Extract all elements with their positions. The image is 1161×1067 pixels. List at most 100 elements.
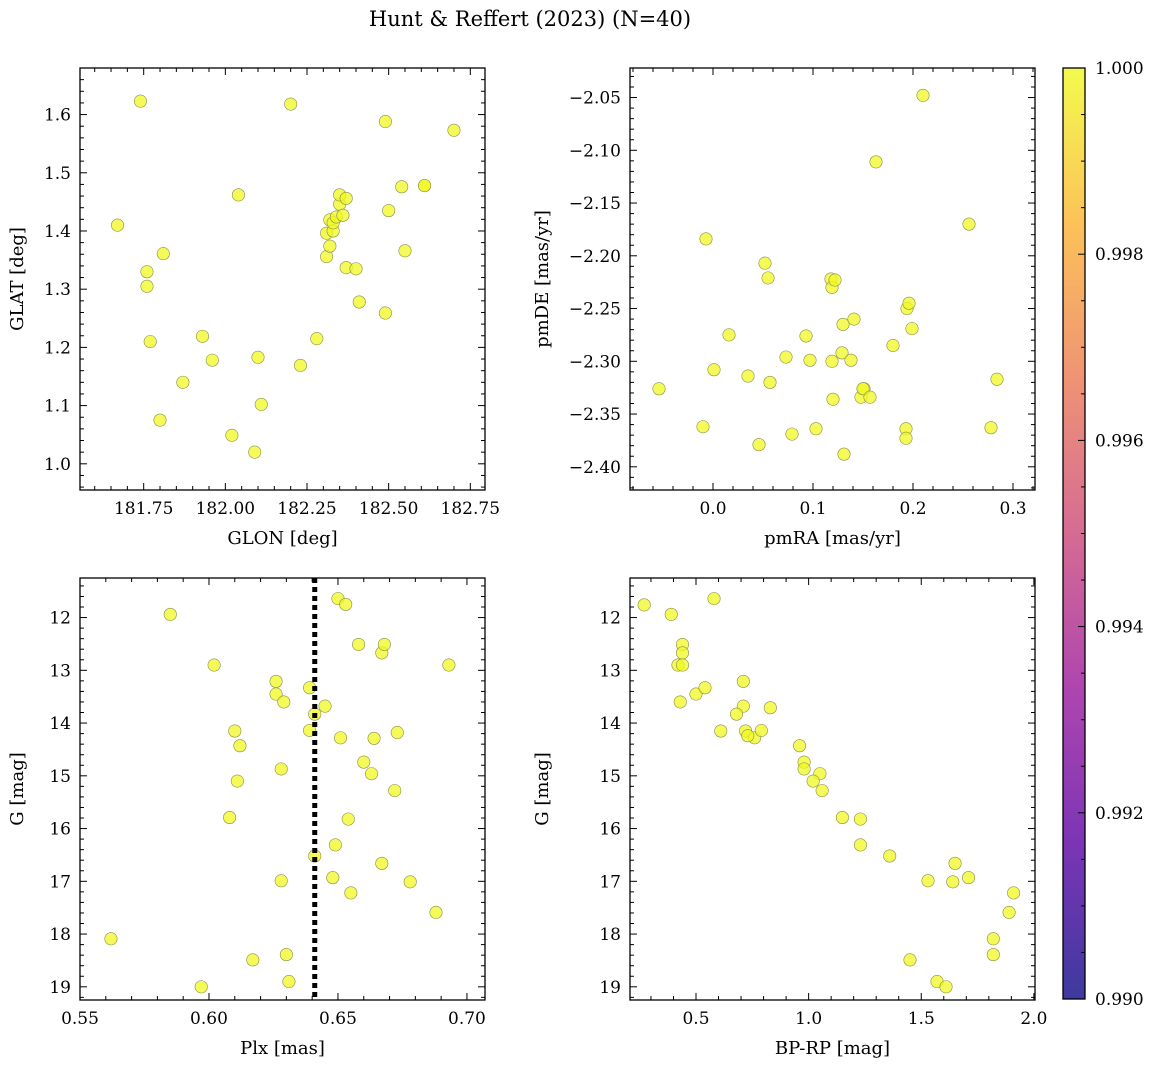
y-axis-label: G [mag] (532, 752, 553, 825)
data-point (902, 296, 916, 310)
y-tick-label: 15 (599, 767, 621, 787)
data-point (905, 322, 919, 336)
data-point (357, 755, 371, 769)
data-point (1002, 905, 1016, 919)
data-point (736, 674, 750, 688)
data-point (707, 363, 721, 377)
y-tick-label: 18 (49, 925, 71, 945)
y-tick-label: 17 (49, 872, 71, 892)
data-point (418, 179, 432, 193)
data-point (143, 335, 157, 349)
data-point (948, 856, 962, 870)
y-tick-label: 1.3 (44, 280, 71, 300)
data-point (246, 953, 260, 967)
y-tick-label: −2.40 (569, 458, 621, 478)
x-tick-label: 0.70 (448, 1009, 486, 1029)
x-tick-label: 182.00 (196, 499, 255, 519)
data-point (803, 353, 817, 367)
data-point (903, 953, 917, 967)
data-point (699, 232, 713, 246)
panel-glon-glat: 181.75 182.00 182.25 182.50 182.75 1.0 1.1 1.2 1… (7, 67, 500, 549)
data-point (163, 607, 177, 621)
data-point (806, 774, 820, 788)
data-point (352, 637, 366, 651)
data-point (293, 358, 307, 372)
y-tick-label: 16 (49, 820, 71, 840)
data-point (869, 155, 883, 169)
data-point (921, 874, 935, 888)
x-tick-label: 0.3 (999, 499, 1026, 519)
data-point (233, 739, 247, 753)
data-point (326, 871, 340, 885)
data-point (844, 353, 858, 367)
scatter-points (652, 88, 1004, 461)
panel-bprp-g: 0.5 1.0 1.5 2.0 12 13 14 15 16 17 18 19 BP-RP [mag] G… (532, 577, 1047, 1059)
data-point (390, 726, 404, 740)
scatter-points (111, 94, 461, 459)
x-tick-label: 0.0 (699, 499, 726, 519)
y-tick-label: 16 (599, 820, 621, 840)
data-point (382, 204, 396, 218)
data-point (856, 382, 870, 396)
y-tick-label: 12 (599, 609, 621, 629)
x-tick-label: 182.50 (359, 499, 418, 519)
x-tick-label: 0.65 (319, 1009, 357, 1029)
colorbar-tick-label: 0.992 (1095, 804, 1144, 824)
data-point (853, 812, 867, 826)
y-tick-label: 13 (599, 661, 621, 681)
y-tick-label: −2.15 (569, 194, 621, 214)
data-point (279, 948, 293, 962)
axes-frame (629, 577, 1036, 1001)
data-point (225, 428, 239, 442)
x-tick-label: 1.5 (908, 1009, 935, 1029)
data-point (714, 724, 728, 738)
colorbar-tick-label: 0.996 (1095, 431, 1144, 451)
data-point (398, 244, 412, 258)
data-point (388, 784, 402, 798)
y-tick-label: 1.2 (44, 338, 71, 358)
data-point (339, 191, 353, 205)
axes-frame (79, 67, 486, 491)
colorbar-tick-label: 0.994 (1095, 618, 1144, 638)
y-tick-label: 1.4 (44, 222, 71, 242)
data-point (696, 420, 710, 434)
y-tick-label: −2.25 (569, 300, 621, 320)
x-tick-label: 181.75 (114, 499, 173, 519)
data-point (364, 767, 378, 781)
data-point (826, 392, 840, 406)
data-point (835, 346, 849, 360)
data-point (637, 598, 651, 612)
subplot-grid: 181.75 182.00 182.25 182.50 182.75 1.0 1.1 1.2 1… (7, 67, 1047, 1059)
data-point (140, 265, 154, 279)
data-point (111, 218, 125, 232)
data-point (847, 312, 861, 326)
data-point (140, 279, 154, 293)
data-point (339, 597, 353, 611)
data-point (675, 646, 689, 660)
y-tick-label: 1.1 (44, 397, 71, 417)
colorbar-tick-label: 0.990 (1095, 990, 1144, 1010)
data-point (837, 447, 851, 461)
data-point (752, 438, 766, 452)
x-axis-label: Plx [mas] (240, 1038, 325, 1059)
data-point (883, 849, 897, 863)
panel-pmra-pmde: 0.0 0.1 0.2 0.3 −2.05 −2.10 −2.15 −2.20 −2.25 −2.… (532, 67, 1036, 549)
data-point (447, 123, 461, 137)
data-point (763, 701, 777, 715)
data-point (310, 332, 324, 346)
data-point (863, 390, 877, 404)
data-point (251, 350, 265, 364)
y-tick-label: 19 (49, 978, 71, 998)
figure-title: Hunt & Reffert (2023) (N=40) (369, 7, 691, 31)
x-tick-label: 0.5 (682, 1009, 709, 1029)
y-tick-label: 14 (49, 714, 71, 734)
data-point (269, 674, 283, 688)
data-point (939, 980, 953, 994)
data-point (323, 239, 337, 253)
data-point (986, 948, 1000, 962)
y-tick-label: 13 (49, 661, 71, 681)
data-point (707, 592, 721, 606)
data-point (230, 774, 244, 788)
y-axis-label: G [mag] (7, 752, 28, 825)
